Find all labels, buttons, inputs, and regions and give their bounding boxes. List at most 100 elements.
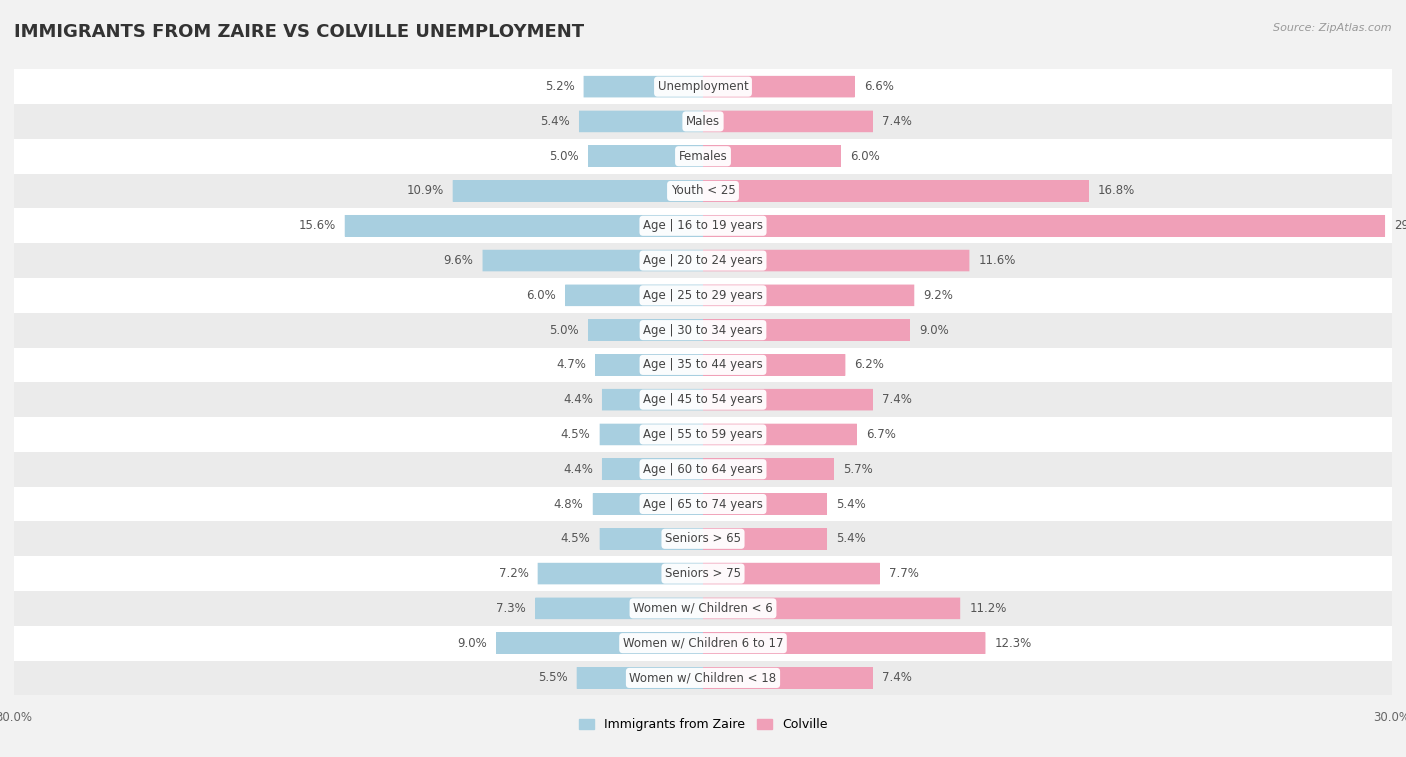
Text: 29.7%: 29.7%	[1395, 220, 1406, 232]
Text: Women w/ Children 6 to 17: Women w/ Children 6 to 17	[623, 637, 783, 650]
Text: 9.0%: 9.0%	[457, 637, 486, 650]
Bar	[703, 319, 910, 341]
Bar	[14, 487, 1392, 522]
Bar	[14, 556, 1392, 591]
Text: 7.3%: 7.3%	[496, 602, 526, 615]
Text: 5.4%: 5.4%	[540, 115, 569, 128]
Bar	[703, 632, 986, 654]
Bar	[703, 389, 873, 410]
Text: 5.7%: 5.7%	[844, 463, 873, 475]
Legend: Immigrants from Zaire, Colville: Immigrants from Zaire, Colville	[574, 713, 832, 737]
Bar	[14, 661, 1392, 696]
FancyBboxPatch shape	[593, 494, 703, 515]
FancyBboxPatch shape	[703, 562, 880, 584]
FancyBboxPatch shape	[583, 76, 703, 98]
Bar	[14, 522, 1392, 556]
Bar	[599, 424, 703, 445]
Bar	[703, 597, 960, 619]
Text: Seniors > 65: Seniors > 65	[665, 532, 741, 545]
FancyBboxPatch shape	[588, 145, 703, 167]
Text: 7.4%: 7.4%	[882, 115, 912, 128]
Text: IMMIGRANTS FROM ZAIRE VS COLVILLE UNEMPLOYMENT: IMMIGRANTS FROM ZAIRE VS COLVILLE UNEMPL…	[14, 23, 583, 41]
Text: 5.5%: 5.5%	[538, 671, 568, 684]
FancyBboxPatch shape	[536, 597, 703, 619]
Text: Age | 16 to 19 years: Age | 16 to 19 years	[643, 220, 763, 232]
Text: Women w/ Children < 18: Women w/ Children < 18	[630, 671, 776, 684]
FancyBboxPatch shape	[703, 667, 873, 689]
Bar	[602, 389, 703, 410]
Text: 4.4%: 4.4%	[562, 393, 593, 407]
Text: 12.3%: 12.3%	[994, 637, 1032, 650]
Text: 9.0%: 9.0%	[920, 323, 949, 337]
FancyBboxPatch shape	[703, 111, 873, 132]
Bar	[588, 145, 703, 167]
Bar	[14, 347, 1392, 382]
Text: Age | 35 to 44 years: Age | 35 to 44 years	[643, 358, 763, 372]
Bar	[703, 424, 856, 445]
Bar	[579, 111, 703, 132]
Text: Source: ZipAtlas.com: Source: ZipAtlas.com	[1274, 23, 1392, 33]
Text: 7.7%: 7.7%	[889, 567, 920, 580]
Text: 6.6%: 6.6%	[863, 80, 894, 93]
FancyBboxPatch shape	[703, 180, 1088, 202]
Bar	[703, 145, 841, 167]
Text: 5.4%: 5.4%	[837, 497, 866, 510]
FancyBboxPatch shape	[703, 145, 841, 167]
Text: 5.0%: 5.0%	[550, 323, 579, 337]
FancyBboxPatch shape	[703, 494, 827, 515]
FancyBboxPatch shape	[579, 111, 703, 132]
Text: 4.7%: 4.7%	[555, 358, 586, 372]
Bar	[14, 382, 1392, 417]
FancyBboxPatch shape	[703, 285, 914, 306]
FancyBboxPatch shape	[496, 632, 703, 654]
FancyBboxPatch shape	[588, 319, 703, 341]
Text: Women w/ Children < 6: Women w/ Children < 6	[633, 602, 773, 615]
Text: Males: Males	[686, 115, 720, 128]
Text: 6.7%: 6.7%	[866, 428, 896, 441]
FancyBboxPatch shape	[703, 215, 1385, 236]
Text: Age | 25 to 29 years: Age | 25 to 29 years	[643, 289, 763, 302]
FancyBboxPatch shape	[602, 459, 703, 480]
FancyBboxPatch shape	[703, 319, 910, 341]
FancyBboxPatch shape	[595, 354, 703, 375]
FancyBboxPatch shape	[599, 424, 703, 445]
Text: 5.0%: 5.0%	[550, 150, 579, 163]
FancyBboxPatch shape	[599, 528, 703, 550]
Bar	[703, 494, 827, 515]
Bar	[14, 417, 1392, 452]
Bar	[703, 111, 873, 132]
FancyBboxPatch shape	[602, 389, 703, 410]
Text: 7.4%: 7.4%	[882, 671, 912, 684]
Text: 9.2%: 9.2%	[924, 289, 953, 302]
Text: 4.5%: 4.5%	[561, 532, 591, 545]
FancyBboxPatch shape	[576, 667, 703, 689]
Text: 6.0%: 6.0%	[526, 289, 555, 302]
Bar	[703, 76, 855, 98]
Bar	[593, 494, 703, 515]
FancyBboxPatch shape	[703, 459, 834, 480]
Bar	[536, 597, 703, 619]
Bar	[703, 528, 827, 550]
Bar	[14, 243, 1392, 278]
Text: 5.2%: 5.2%	[544, 80, 575, 93]
Bar	[576, 667, 703, 689]
Bar	[14, 104, 1392, 139]
Bar	[565, 285, 703, 306]
Text: 6.0%: 6.0%	[851, 150, 880, 163]
Bar	[482, 250, 703, 271]
Bar	[14, 452, 1392, 487]
Bar	[14, 173, 1392, 208]
FancyBboxPatch shape	[482, 250, 703, 271]
Bar	[703, 180, 1088, 202]
FancyBboxPatch shape	[344, 215, 703, 236]
Bar	[496, 632, 703, 654]
Text: Age | 55 to 59 years: Age | 55 to 59 years	[643, 428, 763, 441]
Text: 6.2%: 6.2%	[855, 358, 884, 372]
Text: Youth < 25: Youth < 25	[671, 185, 735, 198]
FancyBboxPatch shape	[703, 424, 856, 445]
FancyBboxPatch shape	[703, 76, 855, 98]
Bar	[703, 667, 873, 689]
Text: Age | 60 to 64 years: Age | 60 to 64 years	[643, 463, 763, 475]
Bar	[588, 319, 703, 341]
FancyBboxPatch shape	[453, 180, 703, 202]
